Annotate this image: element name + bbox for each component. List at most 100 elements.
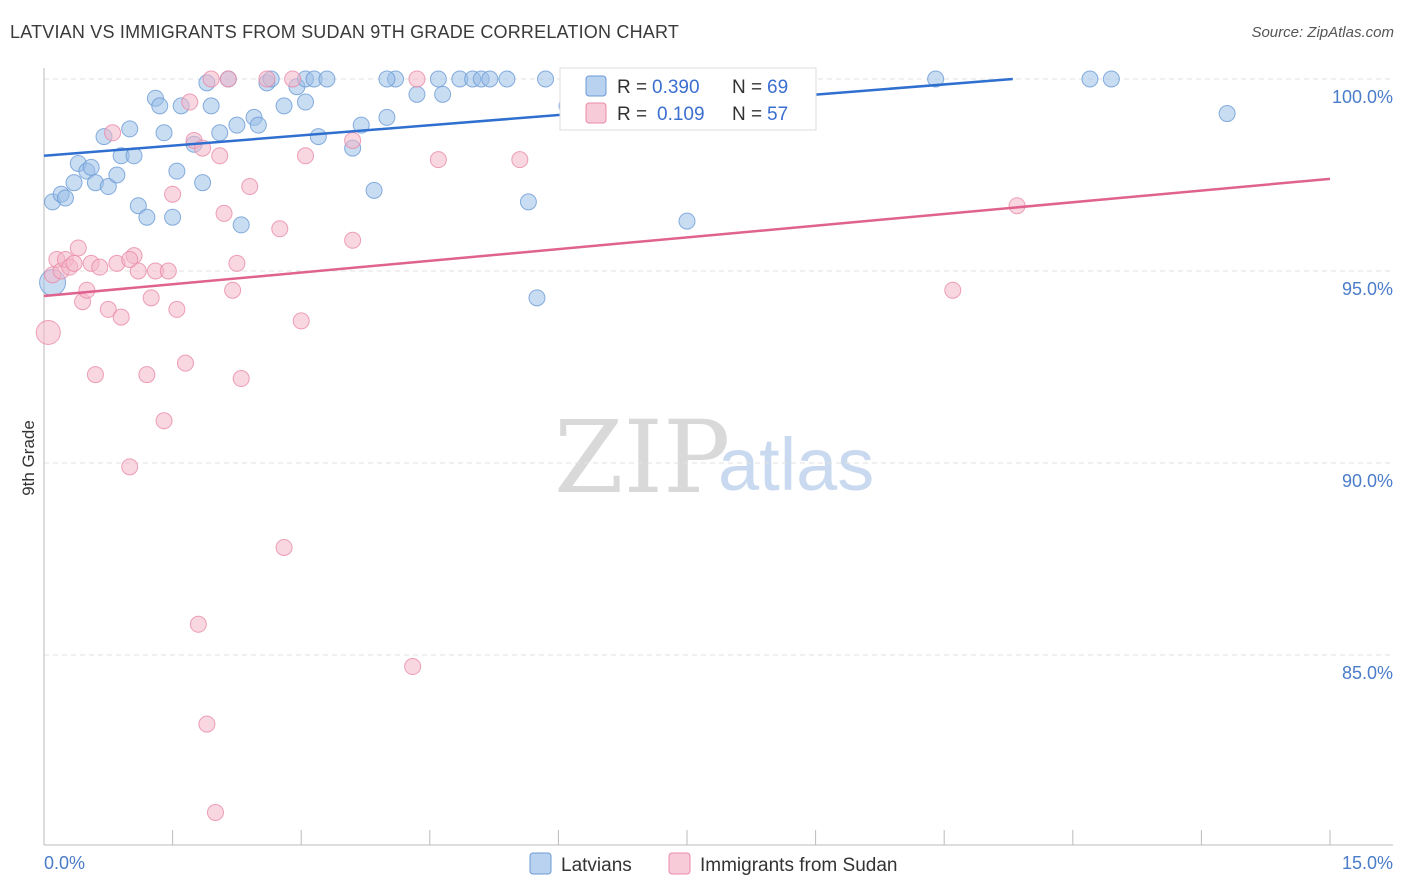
y-axis-label: 9th Grade (19, 420, 38, 496)
point-latvians-47 (408, 85, 426, 103)
y-tick-label-0: 85.0% (1342, 663, 1393, 683)
point-sudan-6 (65, 254, 83, 272)
point-sudan-40 (232, 370, 250, 388)
point-sudan-46 (292, 312, 310, 330)
point-sudan-27 (176, 354, 194, 372)
point-sudan-23 (155, 412, 173, 430)
stats-n-label-latvians: N = (732, 77, 762, 98)
point-sudan-7 (69, 239, 87, 257)
point-sudan-16 (112, 308, 130, 326)
point-sudan-39 (228, 254, 246, 272)
point-latvians-62 (927, 70, 945, 88)
legend-label-latvians: Latvians (561, 855, 632, 876)
point-sudan-0 (35, 319, 61, 345)
point-latvians-13 (121, 120, 139, 138)
y-tick-label-2: 95.0% (1342, 279, 1393, 299)
point-sudan-38 (224, 281, 242, 299)
point-latvians-10 (99, 178, 117, 196)
watermark-zip: ZIP (554, 399, 730, 516)
point-latvians-55 (519, 193, 537, 211)
point-sudan-32 (198, 715, 216, 733)
point-latvians-30 (232, 216, 250, 234)
point-sudan-30 (189, 615, 207, 633)
point-latvians-29 (228, 116, 246, 134)
point-sudan-12 (91, 258, 109, 276)
stats-swatch-sudan (585, 102, 607, 124)
point-sudan-54 (944, 281, 962, 299)
point-sudan-9 (78, 281, 96, 299)
watermark-atlas: atlas (718, 423, 874, 506)
point-latvians-26 (202, 97, 220, 115)
point-sudan-37 (219, 70, 237, 88)
gridlines (44, 78, 1393, 656)
point-latvians-19 (155, 124, 173, 142)
point-latvians-41 (318, 70, 336, 88)
point-latvians-49 (434, 85, 452, 103)
x-axis-ticks (43, 830, 1331, 845)
point-sudan-33 (202, 70, 220, 88)
point-latvians-35 (275, 97, 293, 115)
point-sudan-26 (168, 300, 186, 318)
point-sudan-24 (159, 262, 177, 280)
x-tick-label-max: 15.0% (1342, 853, 1393, 873)
legend: Latvians Immigrants from Sudan (529, 852, 897, 876)
point-latvians-7 (82, 158, 100, 176)
point-sudan-49 (344, 231, 362, 249)
legend-swatch-sudan (668, 852, 691, 875)
stats-r-label-sudan: R = (617, 104, 647, 125)
point-sudan-41 (241, 178, 259, 196)
point-latvians-27 (211, 124, 229, 142)
point-latvians-48 (429, 70, 447, 88)
stats-n-value-sudan: 57 (767, 104, 788, 125)
point-latvians-54 (498, 70, 516, 88)
legend-label-sudan: Immigrants from Sudan (700, 855, 897, 876)
point-sudan-42 (258, 70, 276, 88)
x-tick-label-min: 0.0% (44, 853, 85, 873)
point-latvians-44 (365, 181, 383, 199)
point-sudan-21 (142, 289, 160, 307)
trend-line-sudan (43, 177, 1331, 298)
point-sudan-34 (206, 803, 224, 821)
point-sudan-11 (86, 366, 104, 384)
point-latvians-57 (537, 70, 555, 88)
y-tick-label-3: 100.0% (1332, 87, 1393, 107)
point-sudan-43 (271, 220, 289, 238)
point-latvians-56 (528, 289, 546, 307)
point-latvians-59 (678, 212, 696, 230)
stats-r-label-latvians: R = (617, 77, 647, 98)
point-sudan-47 (296, 147, 314, 165)
point-sudan-20 (138, 366, 156, 384)
trend-line-latvians (43, 77, 1013, 158)
point-sudan-14 (104, 124, 122, 142)
point-sudan-48 (344, 131, 362, 149)
point-latvians-43 (352, 116, 370, 134)
point-sudan-17 (121, 458, 139, 476)
y-tick-label-1: 90.0% (1342, 471, 1393, 491)
chart-title: LATVIAN VS IMMIGRANTS FROM SUDAN 9TH GRA… (10, 22, 680, 42)
point-sudan-53 (511, 151, 529, 169)
point-sudan-35 (211, 147, 229, 165)
point-latvians-53 (481, 70, 499, 88)
stats-n-value-latvians: 69 (767, 77, 788, 98)
point-sudan-44 (275, 538, 293, 556)
point-latvians-45 (378, 108, 396, 126)
point-sudan-19 (129, 262, 147, 280)
stats-r-value-sudan: 0.109 (657, 104, 705, 125)
point-latvians-65 (1218, 105, 1236, 123)
point-latvians-63 (1081, 70, 1099, 88)
chart-source: Source: ZipAtlas.com (1251, 24, 1394, 41)
point-sudan-52 (429, 151, 447, 169)
point-sudan-13 (99, 300, 117, 318)
point-sudan-56 (121, 250, 139, 268)
point-latvians-3 (56, 189, 74, 207)
point-latvians-21 (168, 162, 186, 180)
series-sudan-points (35, 70, 1026, 821)
point-sudan-28 (181, 93, 199, 111)
point-latvians-68 (378, 70, 396, 88)
stats-box: R = 0.390 N = 69 R = 0.109 N = 57 (559, 67, 817, 131)
point-latvians-38 (296, 93, 314, 111)
point-latvians-20 (164, 208, 182, 226)
point-sudan-51 (408, 70, 426, 88)
point-latvians-18 (151, 97, 169, 115)
y-tick-labels: 85.0% 90.0% 95.0% 100.0% (1332, 87, 1393, 683)
